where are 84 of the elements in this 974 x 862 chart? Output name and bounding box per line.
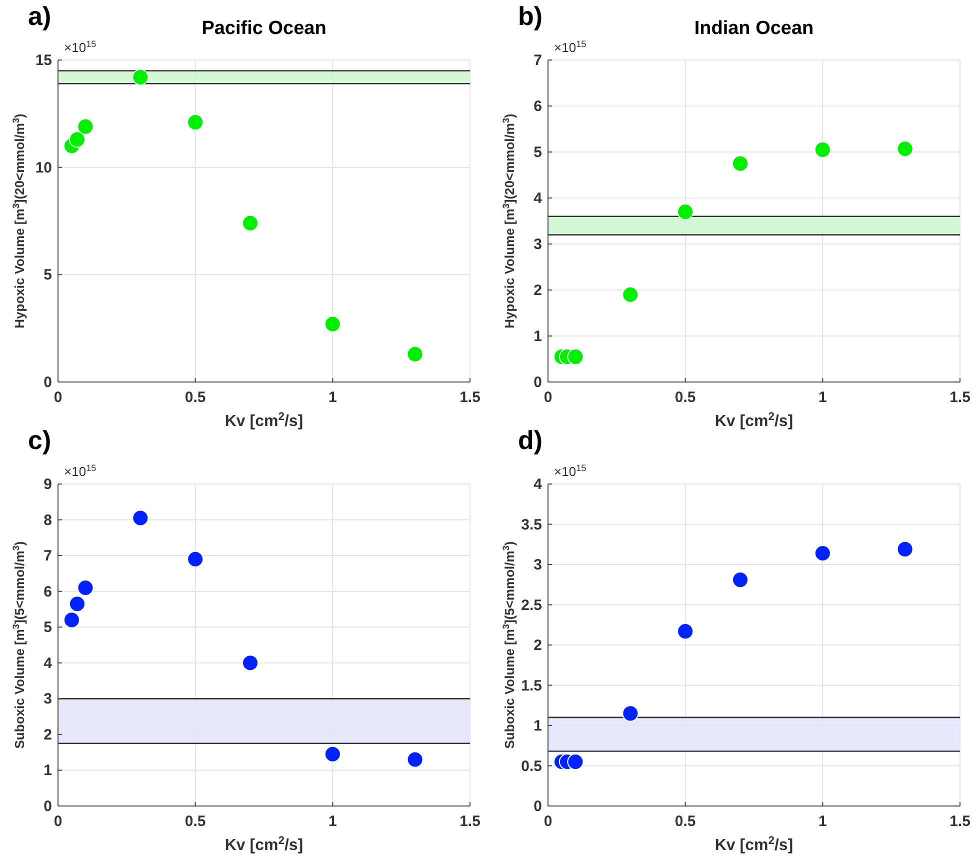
x-axis-title: Kv [cm$^{2}$/s]: [224, 411, 304, 430]
point: [567, 348, 584, 365]
x-tick-label: 1.5: [950, 389, 970, 406]
y-tick-label: 4: [534, 190, 543, 207]
y-tick-label: 2.5: [521, 596, 542, 614]
point: [242, 214, 259, 232]
x-axis-title: Kv [cm$^{2}$/s]: [224, 835, 304, 854]
point: [324, 316, 341, 332]
y-tick-label: 15: [35, 52, 52, 69]
y-tick-label: 3: [534, 556, 542, 574]
text: c): [28, 425, 52, 455]
point: [814, 141, 831, 158]
y-tick-label: 4: [44, 654, 53, 672]
point: [132, 68, 149, 86]
x-tick-label: 1.5: [950, 813, 970, 830]
y-tick-label: 2: [534, 637, 542, 654]
x-tick-label: 1.5: [460, 389, 480, 406]
point: [68, 131, 86, 148]
x-tick-label: 1.5: [460, 813, 480, 830]
x-axis-title: Kv [cm$^{2}$/s]: [714, 411, 794, 430]
point: [406, 346, 424, 362]
point: [68, 596, 86, 612]
chart-title: Indian Ocean: [694, 18, 814, 39]
y-tick-label: 0: [534, 374, 542, 391]
y-tick-label: 7: [534, 52, 542, 69]
text: a): [28, 1, 52, 31]
y-tick-label: 9: [44, 476, 52, 493]
point: [242, 654, 259, 672]
point: [732, 155, 749, 172]
point: [732, 572, 749, 588]
y-tick-label: 10: [35, 159, 52, 176]
y-tick-label: 3: [534, 236, 542, 253]
point: [187, 550, 204, 568]
point: [77, 118, 94, 135]
point: [622, 705, 639, 722]
point: [63, 612, 80, 628]
y-tick-label: 2: [44, 726, 52, 744]
y-tick-label: 1.5: [521, 677, 542, 694]
x-tick-label: 0.5: [674, 389, 696, 406]
point: [896, 140, 914, 158]
text: ×10$^{15}$: [64, 39, 96, 55]
point: [677, 623, 694, 640]
x-tick-label: 0.5: [184, 389, 206, 406]
text: ×10$^{15}$: [554, 39, 586, 55]
y-tick-label: 0: [44, 798, 52, 815]
y-tick-label: 7: [44, 548, 52, 565]
point: [324, 746, 341, 762]
point: [132, 510, 149, 526]
y-tick-label: 1: [534, 718, 542, 734]
point: [896, 540, 914, 558]
x-axis-title: Kv [cm$^{2}$/s]: [714, 835, 794, 854]
y-tick-label: 0.5: [521, 758, 542, 775]
point: [567, 753, 584, 770]
chart-title: Pacific Ocean: [202, 18, 326, 39]
point: [77, 579, 94, 596]
y-tick-label: 0: [44, 374, 52, 391]
point: [622, 286, 639, 303]
point: [406, 751, 424, 768]
text: d): [518, 425, 543, 455]
text: b): [518, 1, 543, 31]
text: ×10$^{15}$: [554, 463, 586, 479]
y-tick-label: 0: [534, 798, 542, 815]
y-tick-label: 1: [534, 328, 542, 345]
point: [187, 114, 204, 131]
y-tick-label: 5: [534, 144, 542, 161]
x-tick-label: 0.5: [674, 813, 696, 830]
y-tick-label: 1: [44, 762, 52, 780]
x-tick-label: 1: [818, 389, 827, 406]
y-tick-label: 3.5: [521, 516, 542, 534]
x-tick-label: 1: [328, 389, 337, 406]
x-tick-label: 1: [328, 813, 337, 830]
y-tick-label: 4: [534, 476, 543, 493]
y-tick-label: 6: [44, 583, 52, 600]
y-tick-label: 5: [44, 266, 52, 284]
x-tick-label: 0.5: [184, 813, 206, 830]
point: [677, 204, 694, 220]
y-tick-label: 2: [534, 282, 542, 299]
y-tick-label: 5: [44, 619, 52, 636]
x-tick-label: 1: [818, 813, 827, 830]
y-tick-label: 3: [44, 690, 52, 708]
point: [814, 544, 831, 562]
y-tick-label: 8: [44, 512, 52, 529]
text: ×10$^{15}$: [64, 463, 96, 479]
y-tick-label: 6: [534, 98, 542, 115]
